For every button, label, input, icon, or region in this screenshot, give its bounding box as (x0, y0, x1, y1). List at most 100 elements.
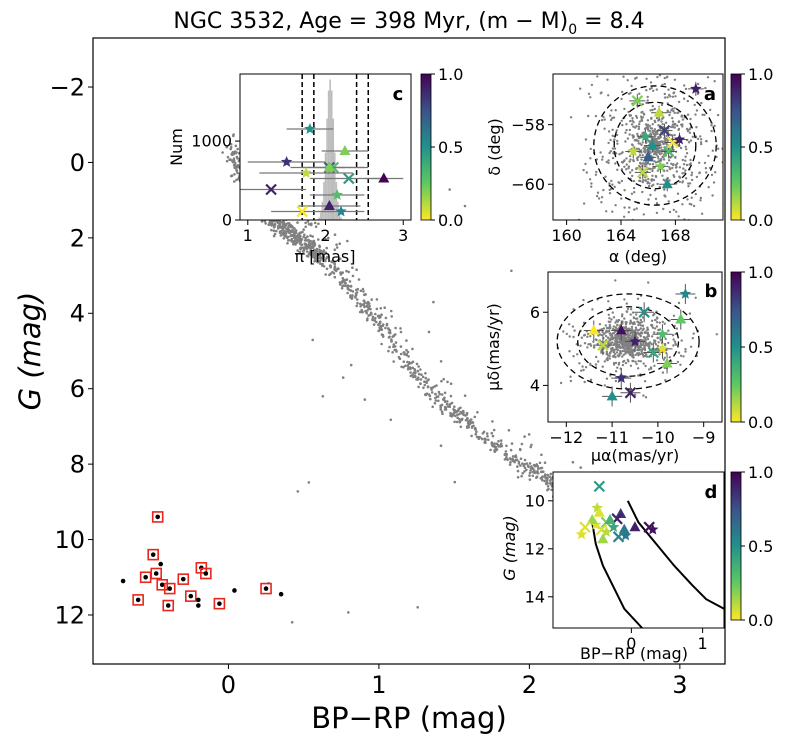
pm-field-point (637, 332, 640, 335)
field-star-point (338, 281, 342, 284)
sky-field-point (671, 163, 675, 167)
field-star-point (424, 372, 427, 375)
field-star-point (326, 255, 329, 259)
sky-field-point (649, 81, 653, 84)
sky-field-point (632, 159, 635, 163)
field-star-point (355, 291, 359, 294)
sky-field-point (699, 68, 701, 70)
sky-field-point (597, 197, 601, 200)
pm-field-point (661, 371, 665, 374)
sky-field-point (695, 109, 699, 112)
sky-field-point (630, 192, 634, 195)
field-star-point (490, 442, 494, 445)
sky-field-point (712, 181, 716, 184)
inset-d-label: d (705, 482, 718, 503)
sky-field-point (658, 128, 661, 131)
parallax-point (280, 156, 293, 167)
inset-a-colorbar-label: 0.0 (748, 211, 773, 230)
field-star-point (314, 254, 318, 257)
field-star-point (290, 240, 294, 243)
sky-field-point (609, 150, 612, 153)
field-star-point (306, 220, 310, 223)
inset-c-y-tick-label: 1000 (191, 132, 232, 151)
field-star-point (521, 472, 524, 475)
pm-field-point (631, 353, 634, 356)
field-star-point (347, 284, 350, 288)
field-star-point (519, 464, 522, 467)
pm-field-point (578, 362, 581, 365)
field-star-point (475, 435, 479, 439)
field-star-point (516, 476, 520, 479)
sky-field-point (695, 126, 698, 129)
pm-field-point (614, 326, 618, 329)
sky-field-point (625, 163, 628, 166)
main-x-ticks: 0 1 2 3 (221, 664, 687, 699)
field-star-point (392, 360, 396, 363)
pm-field-point (637, 359, 640, 363)
field-star-point (305, 250, 309, 253)
field-star-point (454, 409, 457, 413)
sky-field-point (647, 177, 650, 181)
sky-field-point (618, 67, 620, 69)
field-star-point (270, 228, 273, 232)
field-star-point (319, 259, 322, 262)
sky-field-point (685, 148, 688, 151)
field-star-point (463, 394, 467, 398)
sky-field-point (639, 162, 643, 165)
sky-field-point (681, 125, 684, 128)
field-star-point (399, 327, 402, 330)
parallax-point (304, 123, 316, 134)
pm-field-point (573, 329, 576, 332)
pm-field-point (618, 343, 621, 347)
field-star-point (319, 262, 322, 266)
field-star-point (491, 434, 495, 438)
sky-field-point (648, 129, 651, 133)
pm-field-point (613, 353, 617, 356)
sky-field-point (638, 154, 642, 157)
pm-field-point (640, 350, 643, 353)
sky-field-point (652, 89, 655, 93)
inset-proper-motion: −12 −11 −10 −9 4 6 b μα(mas/yr) μδ(mas/yr) 0.… (484, 263, 773, 465)
pm-field-point (623, 298, 626, 301)
sky-field-point (671, 166, 674, 170)
pm-field-point (583, 342, 587, 345)
field-star-point (461, 409, 465, 413)
pm-field-point (623, 317, 626, 320)
pm-field-point (608, 342, 611, 345)
sky-field-point (618, 153, 621, 156)
field-star-point (454, 414, 457, 418)
field-star-point (302, 228, 306, 231)
sky-field-point (668, 113, 671, 117)
field-star-point (296, 221, 299, 224)
field-star-point (307, 222, 311, 226)
pm-field-point (625, 327, 628, 331)
white-dwarf-candidate-point (263, 586, 269, 591)
sky-field-point (713, 124, 716, 128)
pm-field-point (607, 300, 610, 303)
pm-field-point (608, 317, 611, 320)
sky-field-point (630, 143, 634, 146)
inset-c-colorbar-label: 0.5 (438, 138, 463, 157)
sky-field-point (623, 206, 626, 209)
pm-field-point (622, 338, 626, 341)
sky-field-point (654, 174, 658, 178)
pm-point (679, 288, 692, 299)
field-star-point (233, 180, 236, 183)
field-star-point (311, 251, 315, 255)
white-dwarf-candidate-box (139, 571, 152, 584)
field-star-point (307, 252, 311, 256)
field-star-point (439, 360, 443, 363)
field-star-point (463, 204, 467, 208)
field-star-point (439, 444, 443, 448)
field-star-point (371, 315, 375, 319)
inset-a-x-tick-label: 168 (660, 226, 691, 245)
sky-field-point (699, 135, 702, 138)
inset-c-label: c (393, 84, 404, 105)
field-star-point (232, 133, 235, 136)
field-star-point (429, 397, 432, 401)
sky-field-point (698, 171, 701, 174)
sky-field-point (657, 119, 660, 122)
pm-field-point (658, 353, 661, 356)
field-star-point (520, 474, 523, 478)
sky-field-point (638, 142, 642, 145)
